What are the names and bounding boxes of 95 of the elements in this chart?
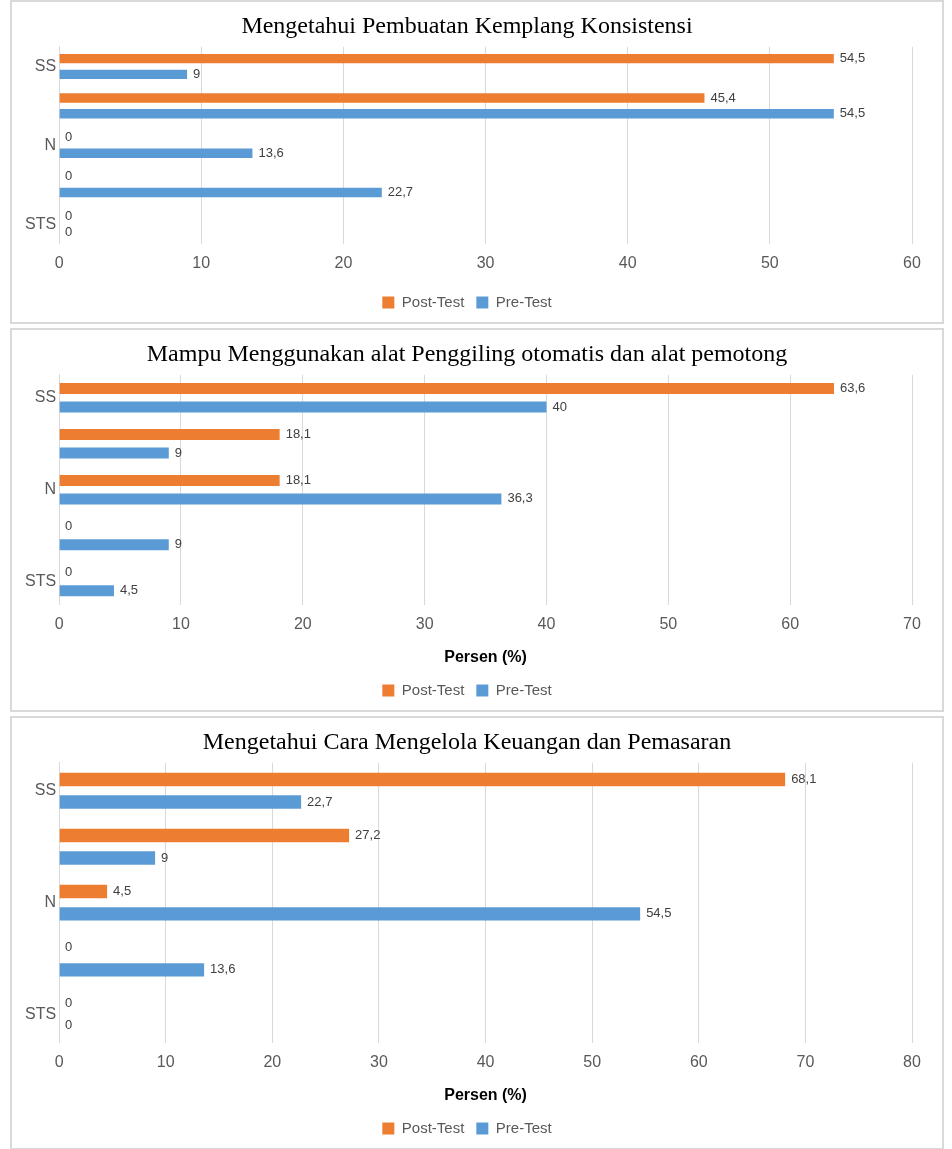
- x-tick-label: 20: [263, 1052, 282, 1070]
- data-label: 0: [65, 1017, 73, 1033]
- x-tick-label: 60: [903, 253, 921, 271]
- bar: [59, 383, 835, 395]
- legend-label: Post-Test: [401, 292, 466, 310]
- x-tick-label: 70: [796, 1052, 815, 1070]
- bar: [59, 148, 253, 158]
- data-label: 18,1: [285, 426, 311, 442]
- bar: [59, 429, 280, 441]
- data-label: 0: [65, 518, 73, 534]
- data-label: 36,3: [507, 490, 533, 506]
- bar: [59, 109, 834, 119]
- data-label: 63,6: [840, 380, 866, 396]
- y-tick-label: N: [44, 480, 57, 498]
- data-label: 18,1: [285, 472, 311, 488]
- y-tick-label: N: [44, 893, 57, 911]
- data-label: 0: [65, 564, 73, 580]
- x-axis-title: Persen (%): [444, 647, 527, 665]
- data-label: 0: [65, 223, 73, 239]
- x-tick-label: 70: [903, 614, 921, 632]
- legend-label: Post-Test: [401, 1118, 466, 1136]
- x-tick-label: 0: [54, 253, 64, 271]
- data-label: 54,5: [646, 905, 672, 921]
- y-tick-label: SS: [34, 388, 57, 406]
- bar: [59, 447, 169, 459]
- x-tick-label: 50: [583, 1052, 602, 1070]
- bar: [59, 851, 156, 865]
- x-tick-label: 60: [781, 614, 800, 632]
- data-label: 54,5: [839, 105, 866, 121]
- bar: [59, 884, 108, 899]
- data-label: 0: [65, 995, 73, 1011]
- data-label: 0: [65, 939, 73, 955]
- y-tick-label: STS: [24, 572, 57, 590]
- data-label: 13,6: [258, 144, 284, 160]
- x-tick-label: 50: [760, 253, 779, 271]
- y-tick-label: SS: [34, 781, 57, 799]
- data-label: 27,2: [355, 827, 381, 843]
- x-tick-label: 80: [903, 1052, 921, 1070]
- data-label: 9: [174, 536, 183, 552]
- data-label: 9: [193, 65, 201, 81]
- y-tick-label: STS: [24, 1005, 57, 1023]
- data-label: 0: [65, 129, 73, 144]
- y-tick-label: STS: [24, 214, 57, 232]
- chart-title: Mengetahui Cara Mengelola Keuangan dan Pemasaran: [202, 727, 732, 754]
- data-label: 4,5: [113, 883, 132, 899]
- x-tick-label: 10: [192, 253, 211, 271]
- x-tick-label: 50: [659, 614, 678, 632]
- y-tick-label: SS: [34, 56, 57, 74]
- bar: [59, 585, 114, 597]
- data-label: 22,7: [307, 793, 333, 809]
- bar: [59, 93, 705, 103]
- x-tick-label: 60: [689, 1052, 708, 1070]
- bar: [59, 772, 786, 787]
- data-label: 9: [161, 849, 169, 865]
- x-axis-title: Persen (%): [444, 1085, 527, 1103]
- chart-title: Mampu Menggunakan alat Penggiling otomatis dan alat pemotong: [146, 339, 788, 366]
- y-tick-label: N: [44, 135, 57, 153]
- data-label: 0: [65, 168, 73, 184]
- x-tick-label: 10: [172, 614, 190, 632]
- legend-label: Pre-Test: [495, 292, 553, 310]
- legend-label: Post-Test: [401, 680, 466, 698]
- x-tick-label: 20: [334, 253, 353, 271]
- x-tick-label: 40: [618, 253, 637, 271]
- bar: [59, 828, 350, 843]
- chart-title: Mengetahui Pembuatan Kemplang Konsistensi: [241, 11, 693, 38]
- legend-label: Pre-Test: [495, 680, 553, 698]
- bar: [59, 69, 188, 80]
- bar: [59, 187, 382, 198]
- data-label: 40: [552, 398, 567, 414]
- bar: [59, 493, 502, 505]
- x-tick-label: 0: [54, 614, 64, 632]
- bar: [59, 963, 205, 977]
- bar: [59, 474, 280, 487]
- bar: [59, 539, 169, 551]
- data-label: 54,5: [839, 50, 866, 66]
- x-tick-label: 20: [293, 614, 312, 632]
- x-tick-label: 40: [537, 614, 556, 632]
- data-label: 0: [65, 207, 73, 223]
- data-label: 13,6: [210, 961, 236, 977]
- data-label: 22,7: [387, 184, 414, 200]
- data-label: 9: [174, 444, 183, 460]
- legend-label: Pre-Test: [495, 1118, 553, 1136]
- x-tick-label: 0: [54, 1052, 64, 1070]
- bar: [59, 795, 302, 809]
- x-tick-label: 30: [476, 253, 495, 271]
- x-tick-label: 40: [476, 1052, 495, 1070]
- x-tick-label: 30: [370, 1052, 388, 1070]
- data-label: 68,1: [791, 771, 817, 787]
- x-tick-label: 10: [156, 1052, 175, 1070]
- bar: [59, 53, 834, 64]
- data-label: 45,4: [710, 89, 736, 105]
- bar: [59, 401, 547, 413]
- bar: [59, 907, 641, 921]
- data-label: 4,5: [119, 582, 139, 598]
- x-tick-label: 30: [415, 614, 434, 632]
